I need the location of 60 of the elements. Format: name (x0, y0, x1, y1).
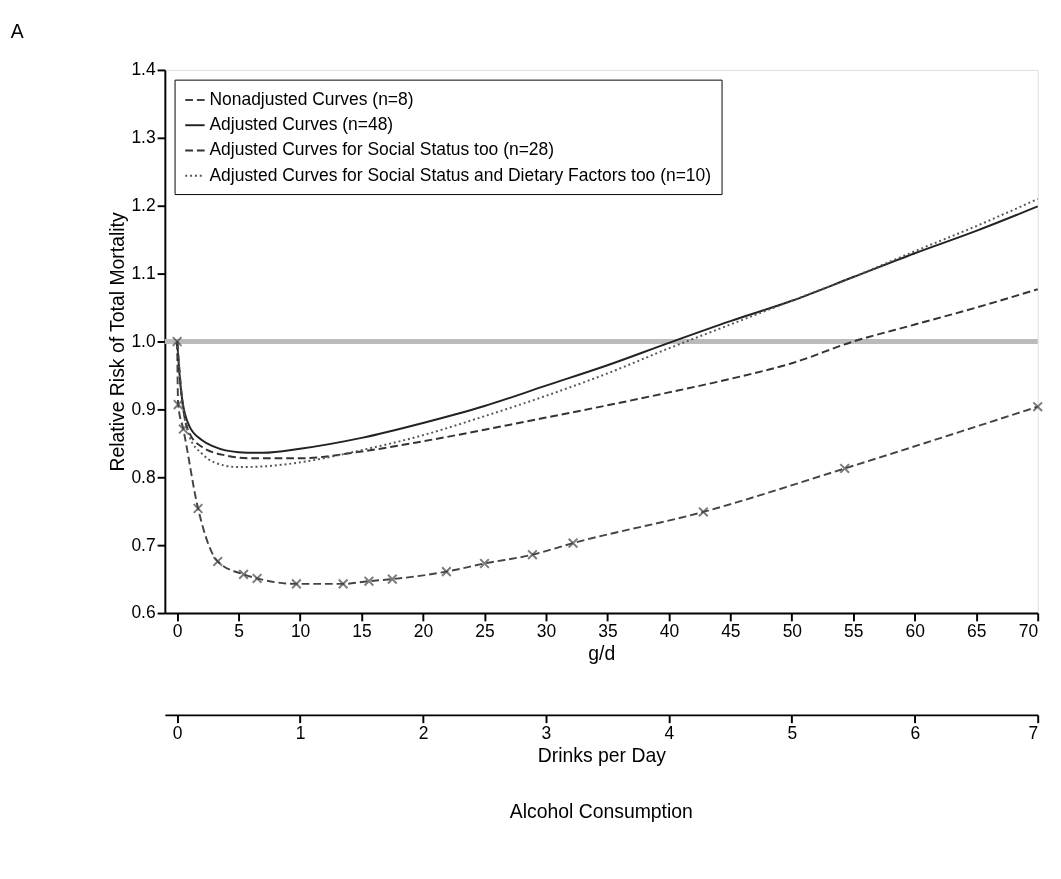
y-tick-label: 1.1 (131, 262, 156, 283)
x2-tick-label: 7 (1028, 722, 1039, 743)
x2-tick-label: 5 (787, 722, 798, 743)
point (839, 463, 851, 474)
y-tick-label: 0.7 (131, 534, 156, 555)
point (172, 399, 184, 410)
x-tick-label: 65 (967, 620, 987, 641)
point (178, 423, 189, 435)
y-tick-label: 0.9 (131, 398, 156, 419)
x2-tick-label: 2 (418, 722, 429, 743)
y-tick-label: 1.2 (131, 195, 156, 216)
x-tick-label: 50 (782, 620, 803, 641)
x-tick-label: 35 (598, 620, 618, 641)
point (192, 503, 204, 514)
point (387, 573, 398, 585)
point (337, 578, 349, 590)
x-tick-label: 40 (659, 620, 680, 641)
x-tick-label: 5 (234, 620, 244, 641)
point (567, 537, 579, 549)
y-tick-label: 0.6 (131, 602, 156, 623)
legend-label: Adjusted Curves for Social Status and Dietary Factors too (n=10) (209, 164, 712, 185)
x2-tick-label: 1 (295, 722, 306, 743)
y-tick-label: 1.3 (131, 127, 156, 148)
x2-tick-label: 3 (541, 722, 552, 743)
legend-label: Adjusted Curves for Social Status too (n=28) (209, 139, 555, 160)
chart-title: A (10, 19, 24, 42)
x-tick-label: 45 (721, 620, 741, 641)
point (1032, 401, 1044, 412)
point (238, 569, 249, 580)
point (291, 578, 302, 590)
x2-tick-label: 4 (664, 722, 675, 743)
x-tick-label: 15 (352, 620, 372, 641)
x-tick-label: 70 (1018, 620, 1039, 641)
point (212, 556, 224, 567)
line-series (176, 288, 1039, 460)
x-tick-label: 20 (413, 620, 434, 641)
point (251, 573, 263, 584)
x2-axis-title: Drinks per Day (537, 743, 667, 766)
x-axis-title: g/d (588, 642, 616, 665)
legend-label: Adjusted Curves (n=48) (209, 114, 394, 135)
x-tick-label: 10 (290, 620, 311, 641)
point (527, 549, 538, 560)
y-tick-label: 0.8 (131, 466, 156, 487)
point (441, 566, 452, 577)
x2-tick-label: 0 (172, 722, 183, 743)
y-axis-title: Relative Risk of Total Mortality (105, 212, 128, 472)
text: Alcohol Consumption (509, 799, 693, 822)
point (363, 575, 375, 587)
point (698, 506, 709, 518)
x2-tick-label: 6 (910, 722, 921, 743)
x-tick-label: 25 (475, 620, 495, 641)
point (479, 558, 490, 569)
x-tick-label: 55 (844, 620, 864, 641)
x-tick-label: 0 (172, 620, 183, 641)
x-tick-label: 30 (536, 620, 557, 641)
legend-label: Nonadjusted Curves (n=8) (209, 88, 414, 109)
x-tick-label: 60 (905, 620, 926, 641)
y-tick-label: 1.4 (131, 59, 156, 80)
y-tick-label: 1.0 (131, 330, 156, 351)
point (171, 336, 183, 347)
